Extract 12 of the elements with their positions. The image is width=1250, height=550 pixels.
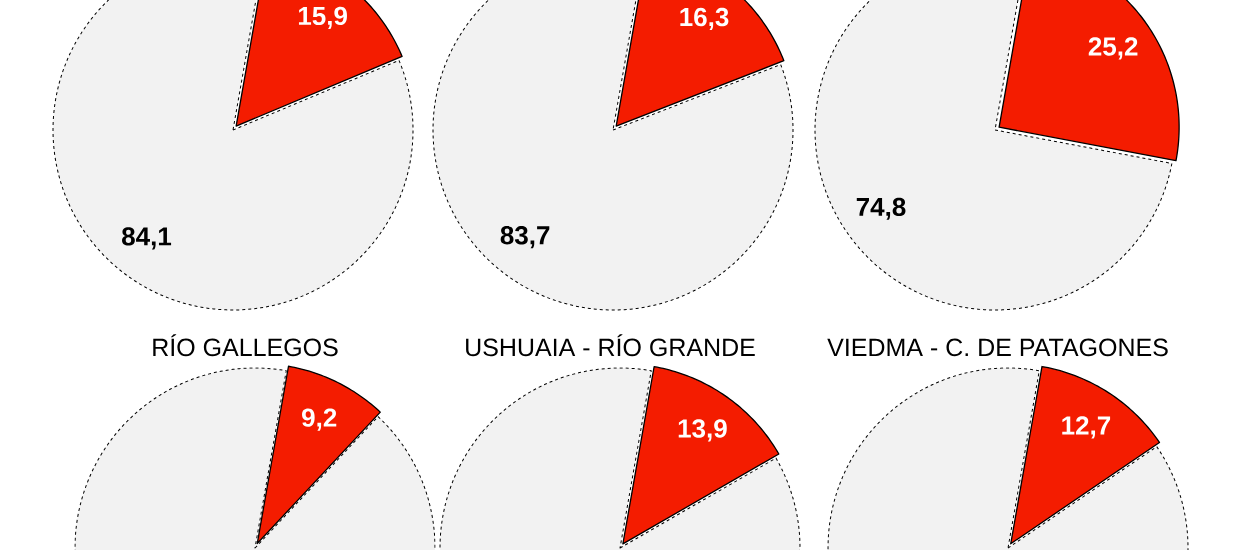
chart-title: VIEDMA - C. DE PATAGONES	[827, 338, 1168, 357]
data-label: 9,2	[302, 408, 337, 431]
chart-title: RÍO GALLEGOS	[153, 334, 338, 357]
data-label: 12,7	[1062, 416, 1111, 439]
data-label: 83,7	[500, 226, 550, 249]
chart-title: USHUAIA - RÍO GRANDE	[466, 334, 755, 357]
data-label: 13,9	[678, 419, 727, 442]
data-label: 84,1	[122, 227, 172, 250]
data-label: 15,9	[298, 6, 347, 29]
data-label: 16,3	[680, 7, 729, 31]
data-label: 74,8	[856, 197, 906, 220]
data-label: 25,2	[1088, 37, 1138, 60]
